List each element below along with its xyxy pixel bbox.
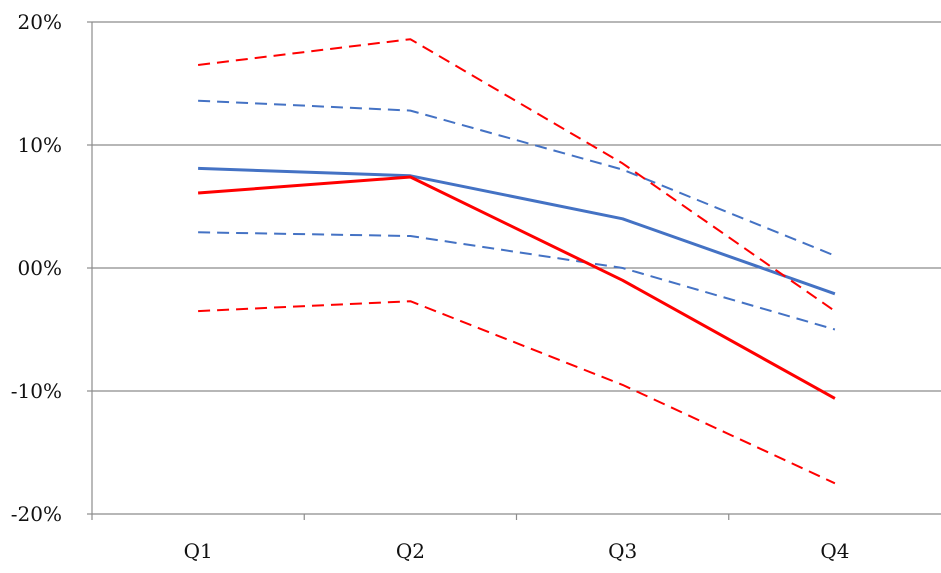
- y-tick-label: 00%: [18, 256, 62, 280]
- x-tick-label: Q1: [184, 539, 213, 563]
- series-lines: [197, 38, 836, 485]
- y-tick-label: 20%: [18, 10, 62, 34]
- axes: [91, 22, 941, 520]
- series-line-1-solid: [198, 166, 836, 296]
- y-tick-label: -20%: [11, 502, 62, 526]
- series-line-3-dashed: [198, 231, 836, 331]
- series-line-2-dashed: [198, 99, 836, 257]
- y-axis-tick-labels: 20% 10% 00% -10% -20%: [11, 10, 62, 526]
- series-line-5-dashed: [197, 38, 836, 312]
- x-tick-label: Q3: [608, 539, 637, 563]
- y-tick-label: -10%: [11, 379, 62, 403]
- x-axis-ticks: [87, 21, 730, 520]
- x-axis-tick-labels: Q1 Q2 Q3 Q4: [184, 539, 850, 563]
- series-line-6-dashed: [198, 300, 836, 485]
- x-tick-label: Q4: [820, 539, 849, 563]
- series-line-4-solid: [197, 175, 836, 400]
- gridlines: [92, 21, 941, 392]
- x-tick-label: Q2: [396, 539, 425, 563]
- y-tick-label: 10%: [18, 133, 62, 157]
